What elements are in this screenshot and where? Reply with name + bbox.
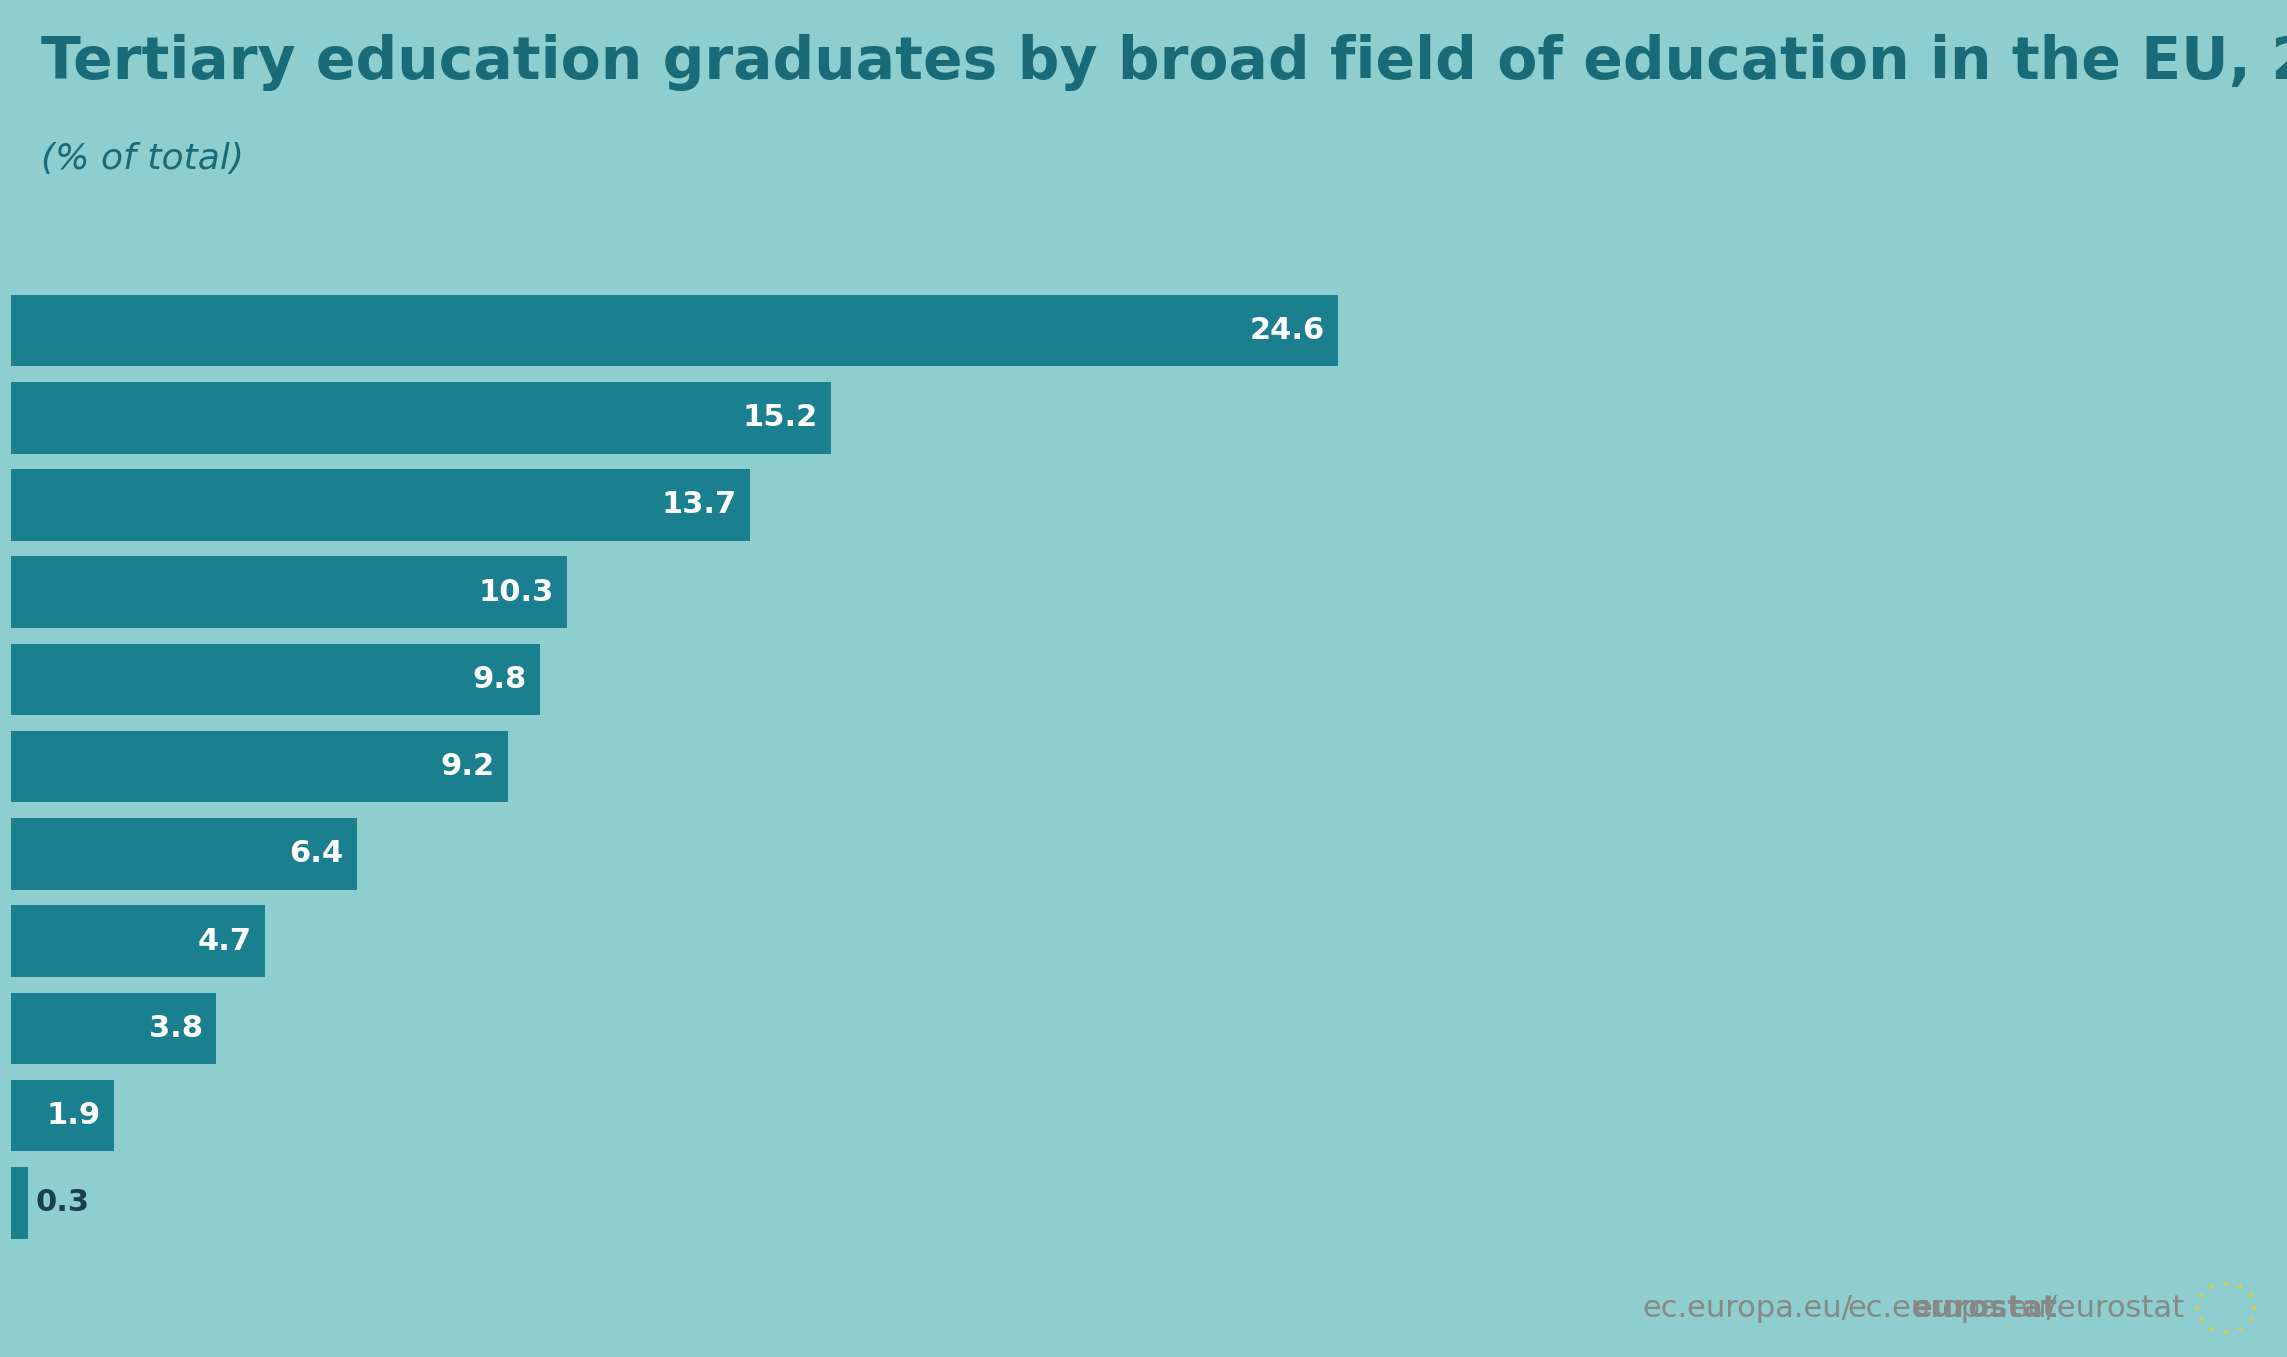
Text: Tertiary education graduates by broad field of education in the EU, 2018: Tertiary education graduates by broad fi… — [41, 34, 2287, 91]
Bar — [11, 993, 217, 1064]
Text: 9.2: 9.2 — [439, 752, 494, 782]
Text: ★: ★ — [2223, 1281, 2228, 1288]
Text: 4.7: 4.7 — [197, 927, 252, 955]
Text: ★: ★ — [2237, 1326, 2244, 1331]
Bar — [11, 383, 830, 453]
Bar — [11, 1080, 114, 1151]
Bar — [11, 643, 540, 715]
Bar — [11, 818, 357, 890]
Text: ★: ★ — [2198, 1293, 2202, 1299]
Text: 3.8: 3.8 — [149, 1014, 204, 1044]
Text: ★: ★ — [2248, 1318, 2253, 1323]
Text: eurostat: eurostat — [1912, 1293, 2058, 1323]
Text: 9.8: 9.8 — [473, 665, 526, 693]
Text: ★: ★ — [2207, 1285, 2214, 1291]
Bar — [11, 294, 1338, 366]
Text: ★: ★ — [2223, 1329, 2228, 1335]
Text: ★: ★ — [2237, 1285, 2244, 1291]
Bar — [11, 1167, 27, 1239]
Text: ★: ★ — [2207, 1326, 2214, 1331]
Text: (% of total): (% of total) — [41, 142, 245, 176]
Bar — [11, 556, 567, 628]
Text: 0.3: 0.3 — [37, 1189, 89, 1217]
Text: 13.7: 13.7 — [661, 490, 736, 520]
Text: 24.6: 24.6 — [1249, 316, 1324, 345]
Text: ec.europa.eu/: ec.europa.eu/ — [1642, 1293, 1852, 1323]
Text: ★: ★ — [2248, 1293, 2253, 1299]
Text: ★: ★ — [2198, 1318, 2202, 1323]
Text: ec.europa.eu/eurostat: ec.europa.eu/eurostat — [1848, 1293, 2184, 1323]
Text: 15.2: 15.2 — [743, 403, 819, 433]
Bar — [11, 905, 265, 977]
Text: ★: ★ — [2250, 1305, 2257, 1311]
Text: 1.9: 1.9 — [46, 1101, 101, 1130]
Bar — [11, 731, 508, 802]
Text: ★: ★ — [2193, 1305, 2200, 1311]
Text: 10.3: 10.3 — [478, 578, 553, 607]
Text: 6.4: 6.4 — [288, 840, 343, 868]
Bar — [11, 470, 750, 541]
